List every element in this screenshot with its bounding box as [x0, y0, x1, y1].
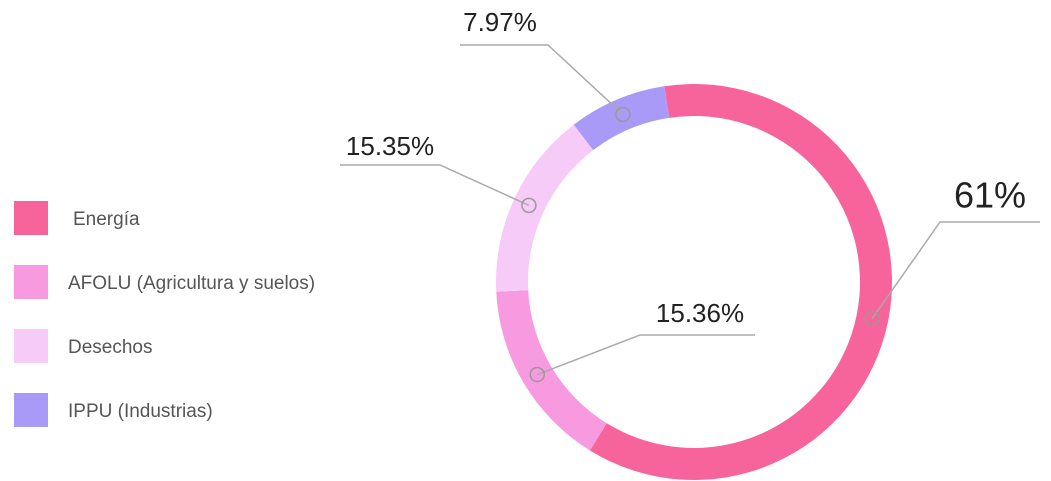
leader-line — [340, 164, 530, 207]
leader-line — [460, 44, 624, 116]
leader-dot — [529, 366, 546, 383]
donut-segment — [589, 84, 892, 481]
leader-line — [871, 221, 1040, 319]
legend-label: Energía — [73, 209, 140, 230]
donut-segment — [496, 124, 594, 292]
legend-swatch — [14, 201, 48, 235]
data-label: 7.97% — [463, 7, 537, 37]
legend-label: AFOLU (Agricultura y suelos) — [68, 273, 315, 294]
donut-segment — [496, 290, 607, 451]
donut-segment — [573, 86, 670, 151]
legend-swatch — [14, 265, 48, 299]
leader-line — [537, 334, 755, 376]
leader-dot — [615, 106, 631, 123]
legend-label: Desechos — [68, 337, 153, 358]
leader-dot — [521, 197, 537, 214]
legend-swatch — [14, 393, 48, 427]
data-label: 61% — [954, 175, 1026, 216]
data-label: 15.35% — [346, 131, 434, 161]
legend-label: IPPU (Industrias) — [68, 401, 213, 422]
legend-swatch — [14, 329, 48, 363]
data-label: 15.36% — [656, 298, 744, 328]
leader-dot — [864, 310, 881, 327]
